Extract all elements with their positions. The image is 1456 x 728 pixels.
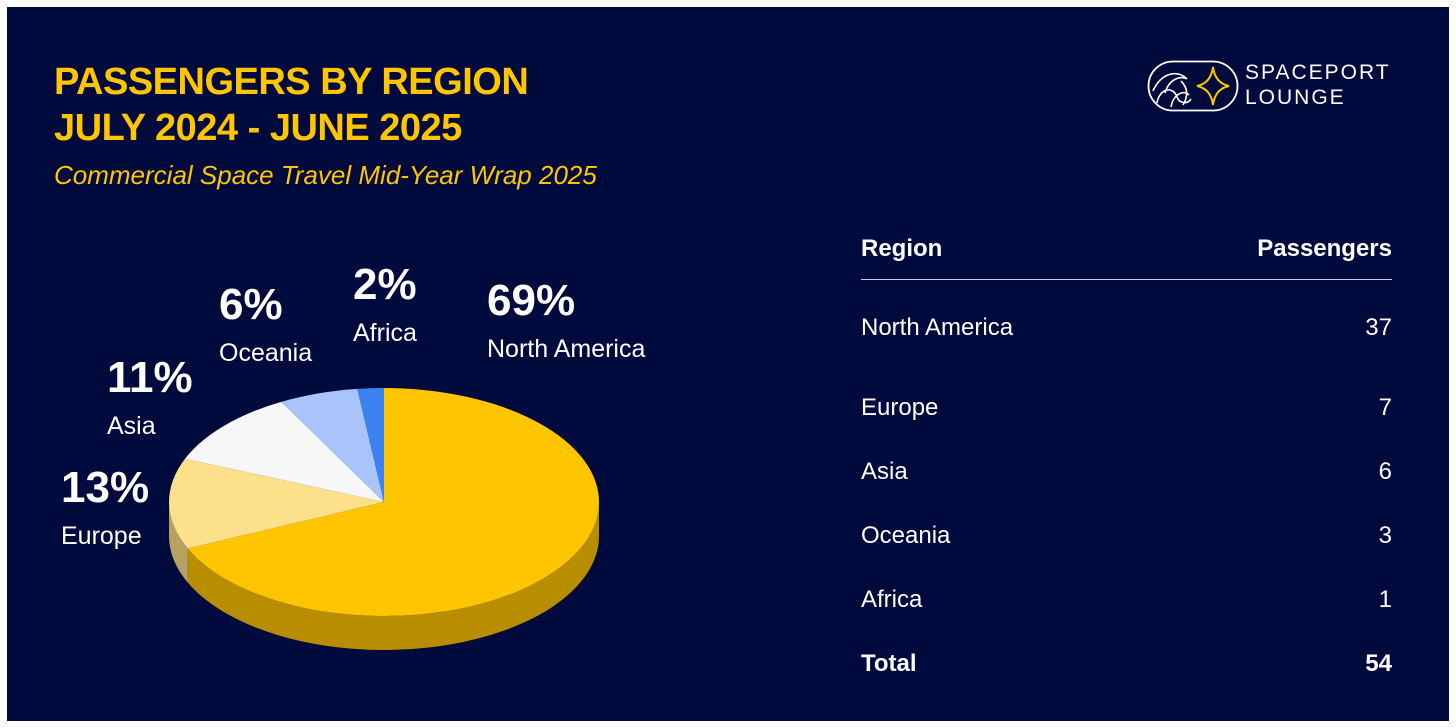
logo-text-line-1: SPACEPORT	[1245, 61, 1391, 84]
logo-wordmark: SPACEPORT LOUNGE	[1245, 60, 1391, 110]
pie-slice-europe	[169, 458, 384, 549]
slice-label: 2% Africa	[353, 260, 417, 347]
pie-top-faces	[169, 388, 599, 616]
region-cell: Africa	[861, 586, 923, 613]
slice-name-label: Africa	[353, 319, 417, 347]
passengers-cell: 37	[1365, 314, 1392, 341]
slice-name-label: North America	[487, 335, 645, 363]
logo-mark-icon	[1147, 60, 1239, 112]
slice-label: 13% Europe	[61, 463, 149, 550]
slice-label: 11% Asia	[107, 353, 193, 440]
table-total-row: Total 54	[861, 632, 1392, 696]
infographic-panel: PASSENGERS BY REGION JULY 2024 - JUNE 20…	[7, 7, 1449, 721]
pie-slice-oceania	[281, 388, 384, 502]
pie-chart: 69% North America 13% Europe 11% Asia 6% Oceani…	[7, 207, 807, 721]
total-value: 54	[1365, 650, 1392, 677]
region-cell: Asia	[861, 458, 908, 485]
page-subtitle: Commercial Space Travel Mid-Year Wrap 20…	[54, 160, 597, 190]
region-cell: North America	[861, 314, 1014, 341]
passengers-cell: 1	[1378, 586, 1392, 613]
pie-side-walls	[169, 502, 599, 650]
column-header-region: Region	[861, 219, 1143, 280]
pie-slice-africa	[357, 388, 384, 502]
title-line-1: PASSENGERS BY REGION	[54, 61, 529, 103]
slice-name-label: Europe	[61, 522, 142, 550]
table-row: Africa 1	[861, 568, 1392, 632]
slice-percent-label: 11%	[107, 353, 193, 402]
slice-name-label: Oceania	[219, 339, 312, 367]
region-cell: Oceania	[861, 522, 951, 549]
passengers-cell: 7	[1378, 394, 1392, 421]
slice-name-label: Asia	[107, 412, 156, 440]
passengers-cell: 6	[1378, 458, 1392, 485]
table-header-row: Region Passengers	[861, 219, 1392, 280]
slice-percent-label: 2%	[353, 260, 417, 309]
table-row: North America 37	[861, 280, 1392, 377]
pie-chart-svg: 69% North America 13% Europe 11% Asia 6% Oceani…	[61, 260, 645, 650]
column-header-passengers: Passengers	[1142, 219, 1392, 280]
slice-percent-label: 13%	[61, 463, 149, 512]
table-row: Asia 6	[861, 440, 1392, 504]
pie-slice-asia	[185, 401, 384, 502]
pie-side-europe	[169, 502, 188, 583]
slice-percent-label: 69%	[487, 276, 575, 325]
passengers-cell: 3	[1378, 522, 1392, 549]
title-line-2: JULY 2024 - JUNE 2025	[54, 107, 462, 149]
slice-label: 6% Oceania	[219, 280, 312, 367]
table-row: Oceania 3	[861, 504, 1392, 568]
region-cell: Europe	[861, 394, 939, 421]
slice-percent-label: 6%	[219, 280, 283, 329]
pie-side-north-america	[187, 502, 599, 650]
pie-labels: 69% North America 13% Europe 11% Asia 6% Oceani…	[61, 260, 645, 550]
total-label: Total	[861, 650, 917, 677]
passenger-table: Region Passengers North America 37 Europ…	[861, 219, 1392, 696]
spaceport-lounge-logo: SPACEPORT LOUNGE	[1147, 59, 1407, 113]
table-row: Europe 7	[861, 376, 1392, 440]
pie-slice-north-america	[187, 388, 599, 616]
slice-label: 69% North America	[487, 276, 645, 363]
page-title: PASSENGERS BY REGION JULY 2024 - JUNE 20…	[54, 59, 529, 151]
logo-text-line-2: LOUNGE	[1245, 86, 1346, 109]
